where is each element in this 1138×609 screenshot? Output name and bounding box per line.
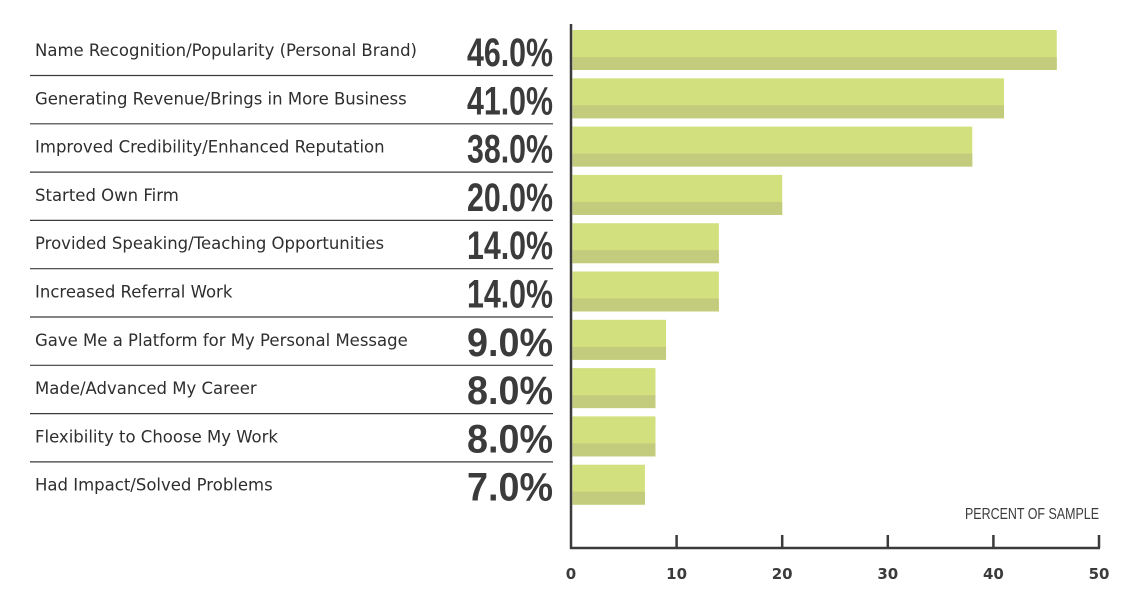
bar-shadow — [572, 57, 1057, 70]
category-label: Provided Speaking/Teaching Opportunities — [35, 234, 384, 253]
category-label: Gave Me a Platform for My Personal Messa… — [35, 331, 408, 350]
value-label: 14.0% — [467, 224, 553, 268]
bar-row: Improved Credibility/Enhanced Reputation… — [30, 126, 973, 173]
bar-row: Generating Revenue/Brings in More Busine… — [30, 78, 1004, 125]
bar-row: Increased Referral Work 14.0% — [30, 271, 719, 318]
category-label: Improved Credibility/Enhanced Reputation — [35, 138, 385, 157]
bar-row: Started Own Firm 20.0% — [30, 174, 783, 221]
bar-shadow — [572, 201, 783, 215]
value-label: 8.0% — [467, 417, 553, 461]
bar-shadow — [572, 153, 973, 167]
x-tick-label: 20 — [772, 565, 793, 583]
bar-shadow — [572, 298, 719, 312]
x-tick-label: 40 — [983, 565, 1004, 583]
category-label: Flexibility to Choose My Work — [35, 427, 278, 446]
value-label: 7.0% — [467, 466, 553, 510]
category-label: Name Recognition/Popularity (Personal Br… — [35, 41, 417, 60]
bar-shadow — [572, 491, 645, 505]
bar-shadow — [572, 346, 667, 360]
bar-row: Gave Me a Platform for My Personal Messa… — [30, 319, 667, 366]
category-label: Increased Referral Work — [35, 283, 233, 302]
value-label: 8.0% — [467, 369, 553, 413]
bar-shadow — [572, 105, 1004, 119]
x-axis-title: PERCENT OF SAMPLE — [965, 506, 1099, 523]
category-label: Generating Revenue/Brings in More Busine… — [35, 89, 407, 108]
value-label: 46.0% — [467, 31, 553, 75]
category-label: Started Own Firm — [35, 186, 179, 205]
bar-shadow — [572, 395, 656, 409]
value-label: 20.0% — [467, 176, 553, 220]
bar-row: Made/Advanced My Career 8.0% — [30, 368, 656, 415]
value-label: 9.0% — [467, 321, 553, 365]
x-tick-label: 30 — [877, 565, 898, 583]
category-label: Had Impact/Solved Problems — [35, 476, 273, 495]
x-tick-label: 10 — [666, 565, 687, 583]
x-tick-label: 0 — [566, 565, 576, 583]
bar-shadow — [572, 443, 656, 457]
bar-row: Provided Speaking/Teaching Opportunities… — [30, 223, 719, 270]
bar-row: Flexibility to Choose My Work 8.0% — [30, 416, 656, 463]
category-label: Made/Advanced My Career — [35, 379, 257, 398]
bar-shadow — [572, 250, 719, 264]
x-tick-label: 50 — [1089, 565, 1110, 583]
bar-row: Had Impact/Solved Problems 7.0% — [35, 464, 645, 510]
value-label: 41.0% — [467, 79, 553, 123]
value-label: 38.0% — [467, 128, 553, 172]
bar-row: Name Recognition/Popularity (Personal Br… — [30, 30, 1057, 77]
value-label: 14.0% — [467, 273, 553, 317]
